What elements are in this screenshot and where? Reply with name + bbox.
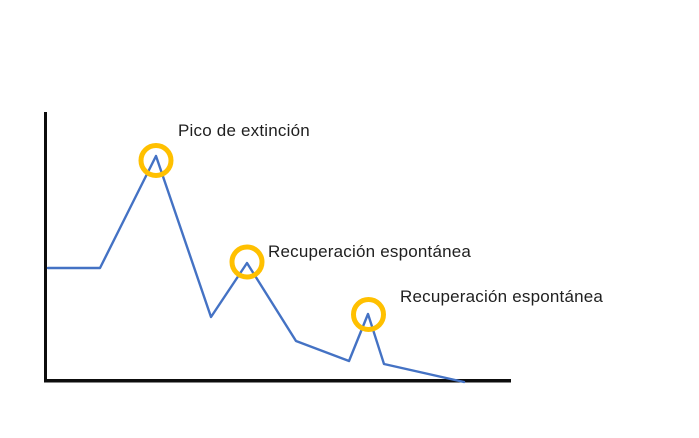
extinction-peak-label: Pico de extinción [178, 121, 310, 140]
peak1-highlight-ring [138, 143, 174, 178]
peak2-highlight-ring [229, 244, 265, 280]
response-curve-line [46, 154, 466, 384]
peak3-highlight-ring [351, 297, 386, 332]
spontaneous-recovery-label-1: Recuperación espontánea [268, 242, 472, 261]
spontaneous-recovery-label-2: Recuperación espontánea [400, 287, 604, 306]
